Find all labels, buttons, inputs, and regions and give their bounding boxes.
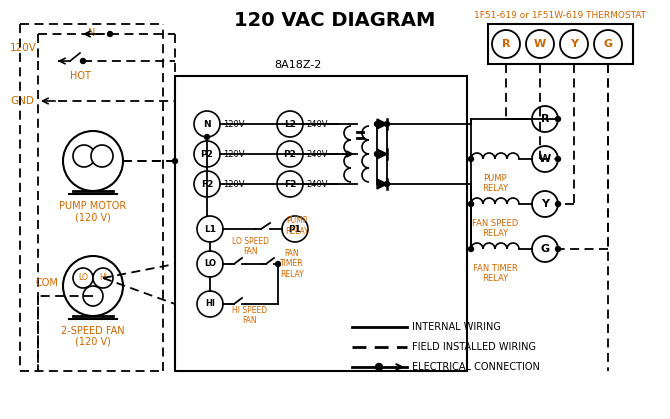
Circle shape	[492, 30, 520, 58]
Circle shape	[73, 145, 95, 167]
Text: P2: P2	[283, 150, 296, 158]
Text: 2-SPEED FAN: 2-SPEED FAN	[61, 326, 125, 336]
Text: GND: GND	[10, 96, 34, 106]
Circle shape	[375, 152, 379, 157]
Circle shape	[594, 30, 622, 58]
Text: COM: COM	[35, 278, 58, 288]
Text: FAN
TIMER
RELAY: FAN TIMER RELAY	[280, 249, 304, 279]
Text: FAN SPEED
RELAY: FAN SPEED RELAY	[472, 219, 518, 238]
Text: LO SPEED
FAN: LO SPEED FAN	[232, 237, 269, 256]
Text: (120 V): (120 V)	[75, 212, 111, 222]
Text: Y: Y	[541, 199, 549, 209]
Text: G: G	[541, 244, 549, 254]
Text: F2: F2	[284, 179, 296, 189]
Circle shape	[532, 236, 558, 262]
Text: W: W	[534, 39, 546, 49]
Text: PUMP
RELAY: PUMP RELAY	[482, 174, 508, 194]
Circle shape	[532, 106, 558, 132]
Text: N: N	[88, 28, 95, 38]
Circle shape	[555, 157, 561, 161]
Text: LO: LO	[204, 259, 216, 269]
Text: 1F51-619 or 1F51W-619 THERMOSTAT: 1F51-619 or 1F51W-619 THERMOSTAT	[474, 11, 647, 20]
Circle shape	[194, 141, 220, 167]
Text: (120 V): (120 V)	[75, 337, 111, 347]
Text: HI: HI	[99, 274, 107, 282]
Text: PUMP
RELAY: PUMP RELAY	[285, 216, 309, 236]
Text: HI SPEED
FAN: HI SPEED FAN	[232, 306, 267, 326]
Circle shape	[194, 111, 220, 137]
Circle shape	[277, 111, 303, 137]
Polygon shape	[377, 119, 387, 129]
Circle shape	[204, 134, 210, 140]
Circle shape	[560, 30, 588, 58]
Circle shape	[80, 59, 86, 64]
Text: G: G	[604, 39, 612, 49]
Text: 240V: 240V	[306, 179, 328, 189]
Text: FIELD INSTALLED WIRING: FIELD INSTALLED WIRING	[412, 342, 536, 352]
Text: N: N	[203, 119, 211, 129]
Bar	[175, 76, 467, 371]
Text: L1: L1	[204, 225, 216, 233]
Circle shape	[526, 30, 554, 58]
Circle shape	[375, 122, 379, 127]
Text: INTERNAL WIRING: INTERNAL WIRING	[412, 322, 501, 332]
Text: R: R	[541, 114, 549, 124]
Circle shape	[172, 158, 178, 163]
Text: W: W	[539, 154, 551, 164]
Circle shape	[277, 141, 303, 167]
Circle shape	[197, 216, 223, 242]
Circle shape	[197, 251, 223, 277]
Text: P1: P1	[289, 225, 302, 233]
Text: 120V: 120V	[223, 119, 245, 129]
Circle shape	[555, 246, 561, 251]
Circle shape	[385, 122, 389, 127]
Circle shape	[93, 268, 113, 288]
Circle shape	[275, 261, 281, 266]
Circle shape	[63, 131, 123, 191]
Text: ELECTRICAL CONNECTION: ELECTRICAL CONNECTION	[412, 362, 540, 372]
Polygon shape	[377, 179, 387, 189]
Text: 240V: 240V	[306, 150, 328, 158]
Text: Y: Y	[570, 39, 578, 49]
Text: P2: P2	[200, 150, 214, 158]
Circle shape	[277, 171, 303, 197]
Text: PUMP MOTOR: PUMP MOTOR	[60, 201, 127, 211]
Polygon shape	[377, 149, 387, 159]
Circle shape	[555, 116, 561, 122]
Text: L2: L2	[284, 119, 296, 129]
Circle shape	[555, 202, 561, 207]
Text: 240V: 240V	[306, 119, 328, 129]
Text: 120V: 120V	[223, 150, 245, 158]
Text: 8A18Z-2: 8A18Z-2	[274, 60, 322, 70]
Circle shape	[468, 157, 474, 161]
Circle shape	[385, 181, 389, 186]
Text: 120V: 120V	[10, 43, 37, 53]
Text: FAN TIMER
RELAY: FAN TIMER RELAY	[472, 264, 517, 283]
Circle shape	[468, 202, 474, 207]
Text: R: R	[502, 39, 511, 49]
Text: HI: HI	[205, 300, 215, 308]
Bar	[488, 24, 633, 64]
Circle shape	[91, 145, 113, 167]
Circle shape	[468, 246, 474, 251]
Circle shape	[107, 31, 113, 36]
Text: F2: F2	[201, 179, 213, 189]
Circle shape	[73, 268, 93, 288]
Circle shape	[83, 286, 103, 306]
Text: 120V: 120V	[223, 179, 245, 189]
Circle shape	[375, 364, 383, 370]
Circle shape	[532, 191, 558, 217]
Circle shape	[282, 216, 308, 242]
Circle shape	[63, 256, 123, 316]
Circle shape	[194, 171, 220, 197]
Circle shape	[532, 146, 558, 172]
Text: LO: LO	[78, 274, 88, 282]
Text: HOT: HOT	[70, 71, 90, 81]
Text: 120 VAC DIAGRAM: 120 VAC DIAGRAM	[234, 11, 436, 30]
Circle shape	[197, 291, 223, 317]
